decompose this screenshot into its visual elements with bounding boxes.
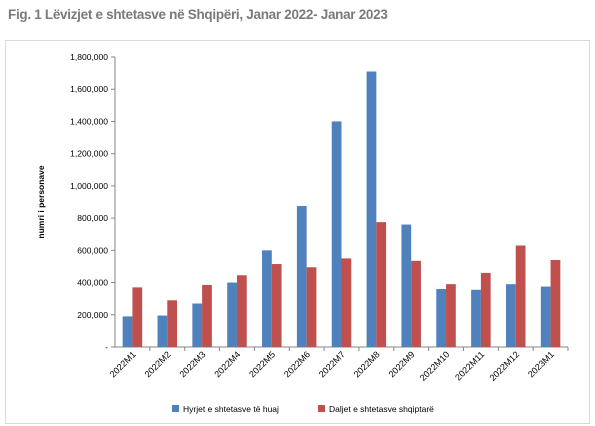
- x-tick-label: 2022M12: [488, 349, 522, 383]
- x-tick-label: 2023M1: [526, 349, 556, 379]
- x-tick-label: 2022M3: [177, 349, 207, 379]
- bar-hyrjet: [192, 303, 203, 347]
- x-tick-label: 2022M9: [387, 349, 417, 379]
- bar-daljet: [341, 258, 352, 347]
- legend-label: Daljet e shtetasve shqiptarë: [329, 404, 434, 414]
- y-tick-label: -: [105, 342, 108, 352]
- y-tick-label: 200,000: [77, 310, 108, 320]
- x-tick-label: 2022M8: [352, 349, 382, 379]
- bar-daljet: [515, 245, 526, 347]
- x-tick-label: 2022M5: [247, 349, 277, 379]
- bar-hyrjet: [227, 282, 237, 347]
- bar-hyrjet: [471, 289, 481, 347]
- legend-swatch: [318, 405, 325, 412]
- bar-daljet: [446, 284, 456, 347]
- bar-daljet: [167, 300, 178, 347]
- x-tick-label: 2022M10: [418, 349, 452, 383]
- y-tick-label: 400,000: [77, 278, 108, 288]
- x-tick-label: 2022M6: [282, 349, 312, 379]
- bar-hyrjet: [296, 206, 307, 347]
- bar-hyrjet: [262, 250, 272, 347]
- y-tick-label: 1,800,000: [70, 52, 108, 62]
- y-tick-label: 1,000,000: [70, 181, 108, 191]
- bar-daljet: [202, 284, 212, 347]
- bar-daljet: [550, 260, 561, 347]
- bar-daljet: [411, 260, 421, 347]
- bar-hyrjet: [540, 286, 551, 347]
- y-tick-label: 1,400,000: [70, 116, 108, 126]
- bar-hyrjet: [331, 121, 342, 347]
- legend-swatch: [172, 405, 179, 412]
- bar-daljet: [271, 264, 282, 347]
- y-tick-label: 800,000: [77, 213, 108, 223]
- x-tick-label: 2022M11: [453, 349, 486, 382]
- bar-hyrjet: [122, 316, 133, 347]
- figure-title: Fig. 1 Lëvizjet e shtetasve në Shqipëri,…: [8, 7, 388, 22]
- bar-daljet: [306, 267, 317, 347]
- y-tick-label: 600,000: [77, 245, 108, 255]
- bar-hyrjet: [366, 71, 377, 347]
- bar-hyrjet: [505, 284, 516, 347]
- x-tick-label: 2022M1: [108, 349, 138, 379]
- bar-daljet: [480, 272, 491, 347]
- bar-hyrjet: [436, 289, 447, 347]
- x-tick-label: 2022M7: [317, 349, 347, 379]
- bar-daljet: [376, 222, 387, 347]
- bar-daljet: [236, 275, 247, 347]
- chart-frame: [5, 40, 590, 424]
- bar-hyrjet: [157, 315, 168, 347]
- y-tick-label: 1,200,000: [70, 149, 108, 159]
- y-axis-label: numri i personave: [36, 165, 46, 238]
- bar-daljet: [132, 287, 143, 347]
- x-tick-label: 2022M2: [143, 349, 173, 379]
- bar-hyrjet: [401, 224, 412, 347]
- y-tick-label: 1,600,000: [70, 84, 108, 94]
- legend-label: Hyrjet e shtetasve të huaj: [183, 404, 279, 414]
- x-tick-label: 2022M4: [212, 349, 242, 379]
